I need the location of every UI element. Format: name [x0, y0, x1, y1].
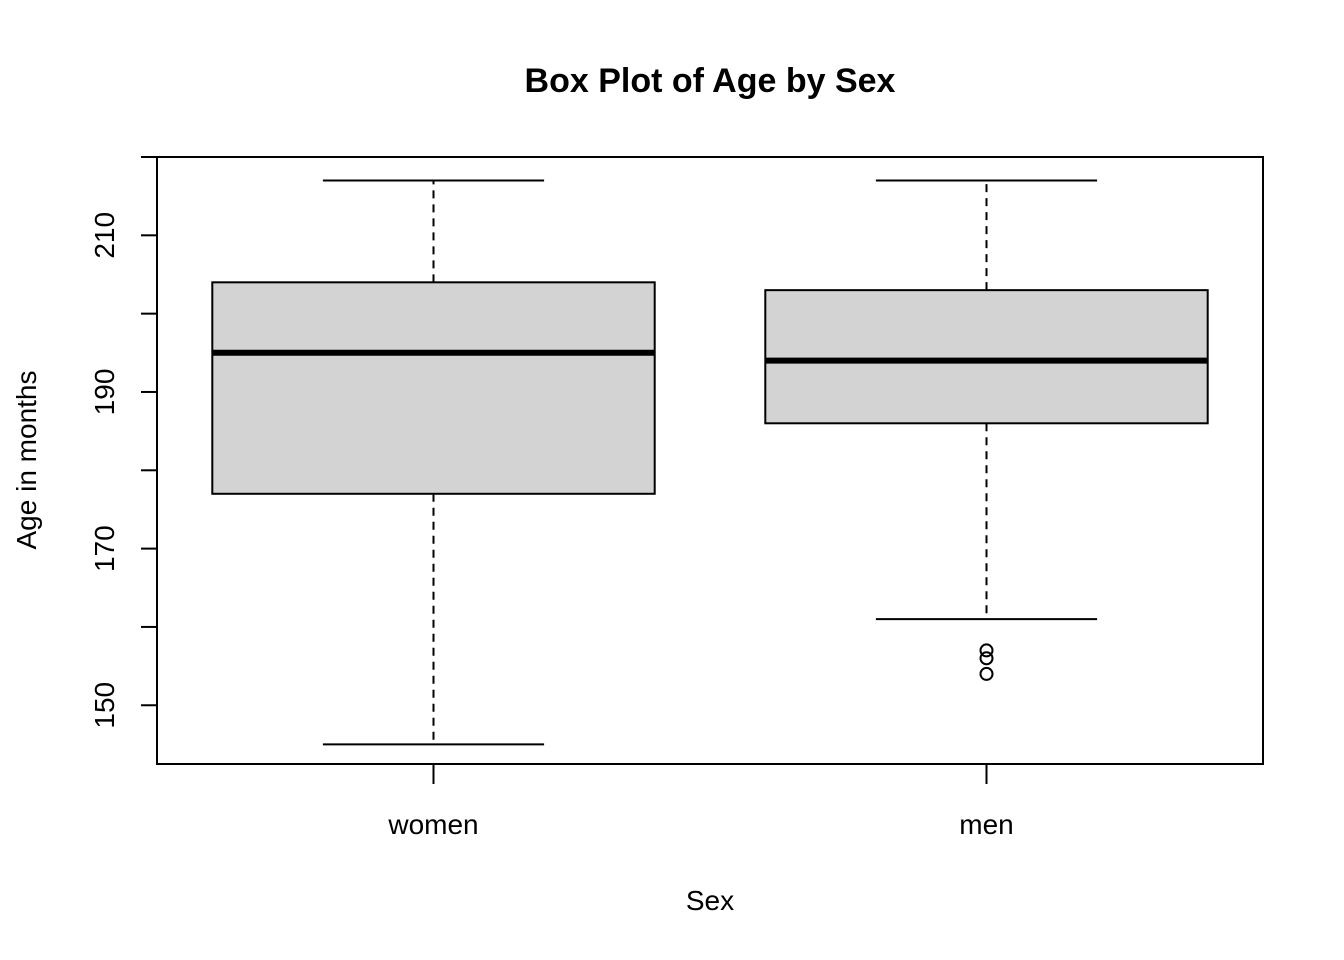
y-tick-label-210: 210 — [89, 212, 120, 259]
box-group-women — [211, 179, 656, 746]
box-women — [211, 281, 656, 495]
y-axis-label: Age in months — [11, 371, 42, 550]
y-axis: 150 170 190 210 — [89, 156, 157, 729]
y-tick-label-170: 170 — [89, 525, 120, 572]
y-tick-label-190: 190 — [89, 369, 120, 416]
plot-frame — [156, 156, 1264, 765]
box-men — [764, 289, 1209, 425]
x-tick-label-women: women — [387, 809, 478, 840]
outlier-point-men-1 — [979, 651, 994, 666]
boxes-layer — [211, 179, 1209, 746]
box-group-men — [764, 179, 1209, 681]
outlier-point-men-2 — [979, 643, 994, 658]
x-axis-label: Sex — [686, 885, 734, 916]
y-tick-label-150: 150 — [89, 682, 120, 729]
x-axis: women men — [387, 764, 1014, 840]
x-tick-label-men: men — [959, 809, 1013, 840]
chart-title: Box Plot of Age by Sex — [525, 62, 896, 100]
outlier-point-men-0 — [979, 666, 994, 681]
